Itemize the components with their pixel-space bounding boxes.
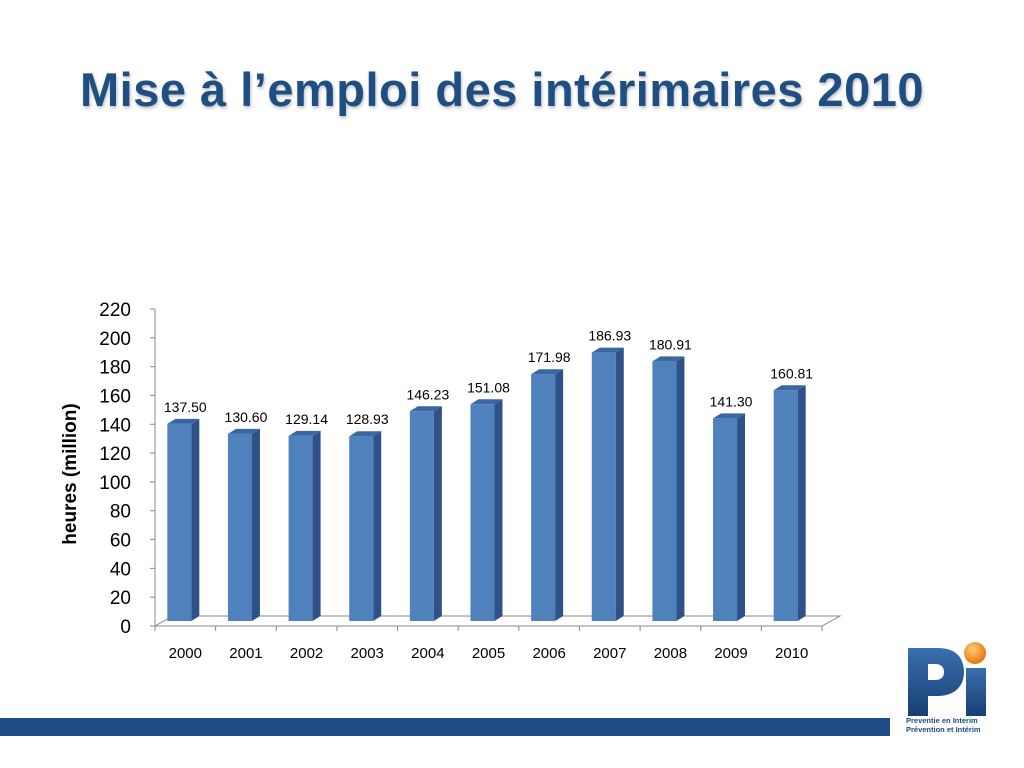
bar-2005 <box>470 399 503 621</box>
data-label-2005: 151.08 <box>467 379 510 395</box>
y-tick-label: 120 <box>99 444 131 465</box>
chart-data-labels: 137.50 130.60 129.14 128.93 146.23 151.08 171.… <box>164 328 813 428</box>
slide-title: Mise à l’emploi des intérimaires 2010 <box>79 63 924 116</box>
bar-2008 <box>652 356 685 621</box>
footer-bar <box>0 718 890 736</box>
y-tick-label: 160 <box>99 386 131 407</box>
data-label-2007: 186.93 <box>588 328 631 344</box>
x-tick-label-2007: 2007 <box>593 645 626 662</box>
y-tick-label: 0 <box>120 617 131 638</box>
y-tick-label: 180 <box>99 358 131 379</box>
data-label-2001: 130.60 <box>225 409 268 425</box>
logo-line-1: Preventie en Interim <box>906 716 978 725</box>
y-axis-label: heures (million) <box>60 403 81 544</box>
y-tick-label: 200 <box>99 329 131 350</box>
x-tick-label-2010: 2010 <box>775 645 808 662</box>
data-label-2002: 129.14 <box>285 411 328 427</box>
y-tick-label: 60 <box>110 531 131 552</box>
data-label-2008: 180.91 <box>649 336 692 352</box>
y-tick-label: 100 <box>99 473 131 494</box>
data-label-2009: 141.30 <box>710 393 753 409</box>
y-axis-ticks: 0 20 40 60 80 100 120 140 160 180 200 220 <box>99 300 155 638</box>
bar-2009 <box>713 413 746 621</box>
bar-2004 <box>409 406 442 621</box>
x-tick-label-2006: 2006 <box>532 645 565 662</box>
x-tick-label-2005: 2005 <box>472 645 505 662</box>
logo-line-2: Prévention et Intérim <box>906 725 981 734</box>
x-tick-label-2008: 2008 <box>654 645 687 662</box>
bar-2006 <box>531 369 564 621</box>
y-tick-label: 220 <box>99 300 131 321</box>
bar-chart: 137.50 130.60 129.14 128.93 146.23 151.08 171.… <box>60 300 842 662</box>
x-axis-ticks: 2000 2001 2002 2003 2004 2005 2006 2007 2008 2009… <box>169 645 809 662</box>
y-tick-label: 80 <box>110 502 131 523</box>
bar-2002 <box>288 430 321 621</box>
data-label-2010: 160.81 <box>770 365 813 381</box>
x-tick-label-2000: 2000 <box>169 645 202 662</box>
pi-logo-icon <box>908 642 986 716</box>
logo-tagline: Preventie en Interim Prévention et Intér… <box>906 716 1006 734</box>
y-tick-label: 20 <box>110 588 131 609</box>
bar-2003 <box>349 431 382 621</box>
x-tick-label-2004: 2004 <box>411 645 444 662</box>
x-tick-label-2001: 2001 <box>229 645 262 662</box>
y-tick-label: 40 <box>110 559 131 580</box>
bar-2000 <box>167 418 200 621</box>
y-tick-label: 140 <box>99 415 131 436</box>
bar-2001 <box>227 428 260 621</box>
data-label-2003: 128.93 <box>346 411 389 427</box>
bar-2010 <box>773 385 806 621</box>
chart-bars <box>167 347 806 621</box>
x-tick-label-2009: 2009 <box>714 645 747 662</box>
data-label-2000: 137.50 <box>164 399 207 415</box>
x-tick-label-2002: 2002 <box>290 645 323 662</box>
data-label-2004: 146.23 <box>406 386 449 402</box>
bar-2007 <box>591 347 624 621</box>
data-label-2006: 171.98 <box>528 349 571 365</box>
x-tick-label-2003: 2003 <box>351 645 384 662</box>
